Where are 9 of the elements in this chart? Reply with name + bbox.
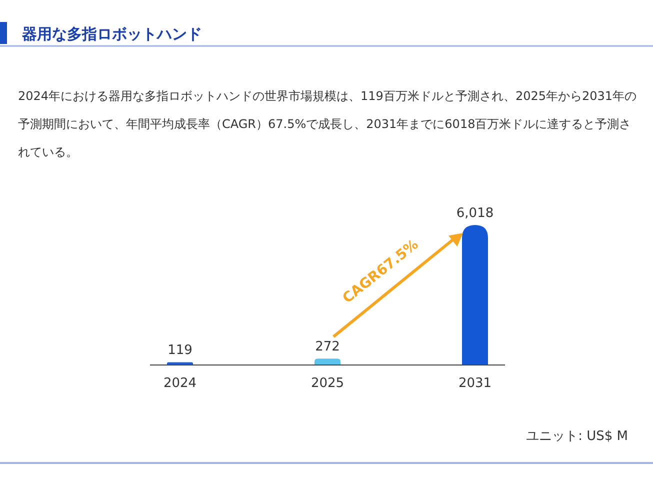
chart-title: 器用な多指ロボットハンド: [21, 25, 202, 43]
data-label: 6,018: [456, 206, 494, 221]
x-tick-label: 2025: [310, 376, 344, 391]
data-label: 119: [168, 343, 192, 358]
x-tick-label: 2031: [458, 376, 492, 391]
x-tick-label: 2024: [163, 376, 197, 391]
data-label: 272: [315, 340, 340, 355]
text: ユニット: US$ M: [526, 429, 628, 444]
chart-subtitle: 2024年における器用な多指ロボットハンドの世界市場規模は、119百万米ドルと予測され、2025年から2031年の予測期間において、年間平均成長率（CAGR）67.5%で成長し、2031年までに6018百万米ドルに達すると予測されている。: [18, 88, 638, 161]
